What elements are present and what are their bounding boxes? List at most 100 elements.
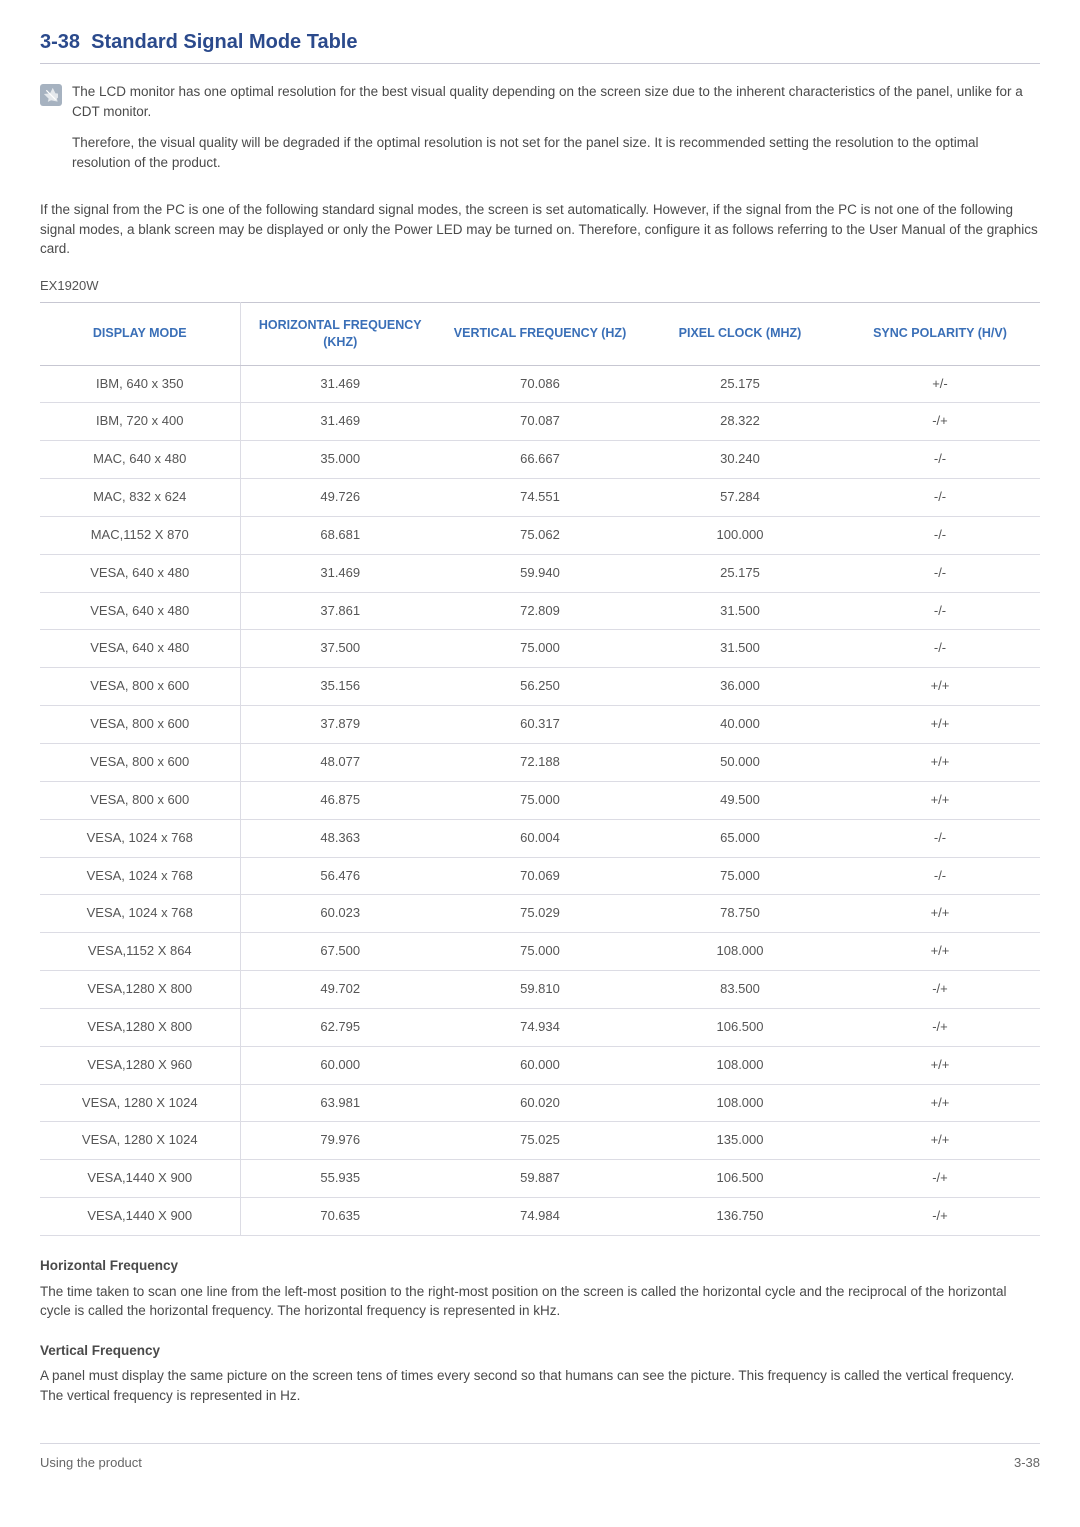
table-cell: 60.317 (440, 706, 640, 744)
table-cell: +/+ (840, 1046, 1040, 1084)
table-row: VESA,1280 X 96060.00060.000108.000+/+ (40, 1046, 1040, 1084)
table-cell: +/+ (840, 668, 1040, 706)
table-cell: -/- (840, 857, 1040, 895)
table-cell: 72.809 (440, 592, 640, 630)
table-cell: 106.500 (640, 1008, 840, 1046)
table-cell: -/- (840, 630, 1040, 668)
table-cell: 66.667 (440, 441, 640, 479)
table-cell: VESA, 1280 X 1024 (40, 1084, 240, 1122)
table-row: VESA, 640 x 48031.46959.94025.175-/- (40, 554, 1040, 592)
table-cell: VESA, 800 x 600 (40, 743, 240, 781)
table-cell: 72.188 (440, 743, 640, 781)
table-cell: 100.000 (640, 516, 840, 554)
table-cell: +/+ (840, 1122, 1040, 1160)
table-cell: 75.000 (440, 630, 640, 668)
table-cell: 75.062 (440, 516, 640, 554)
table-cell: IBM, 640 x 350 (40, 365, 240, 403)
col-header-pclock: PIXEL CLOCK (MHZ) (640, 302, 840, 365)
table-cell: -/+ (840, 1008, 1040, 1046)
table-cell: 48.363 (240, 819, 440, 857)
table-cell: 49.702 (240, 971, 440, 1009)
table-cell: -/+ (840, 1160, 1040, 1198)
table-row: VESA, 800 x 60046.87575.00049.500+/+ (40, 781, 1040, 819)
table-cell: VESA,1280 X 800 (40, 1008, 240, 1046)
table-cell: 56.250 (440, 668, 640, 706)
table-cell: 59.810 (440, 971, 640, 1009)
table-cell: 56.476 (240, 857, 440, 895)
table-cell: -/- (840, 554, 1040, 592)
table-cell: 75.029 (440, 895, 640, 933)
table-cell: VESA, 640 x 480 (40, 554, 240, 592)
footer-right: 3-38 (1014, 1454, 1040, 1473)
table-cell: 28.322 (640, 403, 840, 441)
table-cell: 49.500 (640, 781, 840, 819)
hfreq-heading: Horizontal Frequency (40, 1256, 1040, 1276)
table-cell: 108.000 (640, 933, 840, 971)
table-row: VESA, 800 x 60035.15656.25036.000+/+ (40, 668, 1040, 706)
table-row: VESA, 1280 X 102463.98160.020108.000+/+ (40, 1084, 1040, 1122)
table-cell: 135.000 (640, 1122, 840, 1160)
table-cell: VESA,1440 X 900 (40, 1198, 240, 1236)
table-row: VESA, 1280 X 102479.97675.025135.000+/+ (40, 1122, 1040, 1160)
table-cell: 70.069 (440, 857, 640, 895)
table-cell: VESA, 1024 x 768 (40, 857, 240, 895)
table-cell: +/+ (840, 1084, 1040, 1122)
table-cell: VESA, 1024 x 768 (40, 819, 240, 857)
table-cell: 50.000 (640, 743, 840, 781)
table-cell: +/+ (840, 933, 1040, 971)
note-icon (40, 84, 62, 106)
table-cell: -/- (840, 819, 1040, 857)
table-cell: 35.156 (240, 668, 440, 706)
table-cell: MAC, 640 x 480 (40, 441, 240, 479)
table-cell: 75.025 (440, 1122, 640, 1160)
table-row: MAC,1152 X 87068.68175.062100.000-/- (40, 516, 1040, 554)
table-cell: -/+ (840, 971, 1040, 1009)
table-cell: MAC,1152 X 870 (40, 516, 240, 554)
table-row: VESA, 640 x 48037.50075.00031.500-/- (40, 630, 1040, 668)
intro-text: If the signal from the PC is one of the … (40, 200, 1040, 259)
table-row: VESA, 640 x 48037.86172.80931.500-/- (40, 592, 1040, 630)
table-row: VESA,1280 X 80049.70259.81083.500-/+ (40, 971, 1040, 1009)
table-cell: 59.940 (440, 554, 640, 592)
table-cell: 70.635 (240, 1198, 440, 1236)
note-paragraph-1: The LCD monitor has one optimal resoluti… (72, 82, 1040, 121)
table-cell: +/+ (840, 743, 1040, 781)
table-cell: IBM, 720 x 400 (40, 403, 240, 441)
table-cell: 31.500 (640, 592, 840, 630)
table-cell: 31.469 (240, 403, 440, 441)
table-cell: VESA, 800 x 600 (40, 781, 240, 819)
table-cell: 36.000 (640, 668, 840, 706)
table-cell: VESA,1152 X 864 (40, 933, 240, 971)
table-cell: 25.175 (640, 554, 840, 592)
table-cell: 83.500 (640, 971, 840, 1009)
section-heading: 3-38 Standard Signal Mode Table (40, 28, 1040, 64)
table-cell: VESA, 1280 X 1024 (40, 1122, 240, 1160)
footer-left: Using the product (40, 1454, 142, 1473)
table-cell: 65.000 (640, 819, 840, 857)
table-cell: 60.000 (440, 1046, 640, 1084)
table-cell: VESA, 800 x 600 (40, 706, 240, 744)
table-cell: 25.175 (640, 365, 840, 403)
intro-paragraph: If the signal from the PC is one of the … (40, 200, 1040, 259)
table-row: VESA, 1024 x 76860.02375.02978.750+/+ (40, 895, 1040, 933)
table-cell: 108.000 (640, 1046, 840, 1084)
vfreq-heading: Vertical Frequency (40, 1341, 1040, 1361)
table-cell: 31.469 (240, 365, 440, 403)
table-cell: +/- (840, 365, 1040, 403)
table-row: IBM, 640 x 35031.46970.08625.175+/- (40, 365, 1040, 403)
table-cell: VESA, 1024 x 768 (40, 895, 240, 933)
table-row: MAC, 832 x 62449.72674.55157.284-/- (40, 479, 1040, 517)
table-cell: 48.077 (240, 743, 440, 781)
section-number: 3-38 (40, 31, 80, 53)
table-cell: -/- (840, 592, 1040, 630)
note-paragraph-2: Therefore, the visual quality will be de… (72, 133, 1040, 172)
table-cell: 60.000 (240, 1046, 440, 1084)
hfreq-text: The time taken to scan one line from the… (40, 1282, 1040, 1321)
note-block: The LCD monitor has one optimal resoluti… (40, 82, 1040, 184)
table-cell: 79.976 (240, 1122, 440, 1160)
table-cell: VESA, 800 x 600 (40, 668, 240, 706)
table-row: VESA, 1024 x 76848.36360.00465.000-/- (40, 819, 1040, 857)
table-cell: -/- (840, 441, 1040, 479)
table-cell: 59.887 (440, 1160, 640, 1198)
col-header-hfreq: HORIZONTAL FREQUENCY (KHZ) (240, 302, 440, 365)
